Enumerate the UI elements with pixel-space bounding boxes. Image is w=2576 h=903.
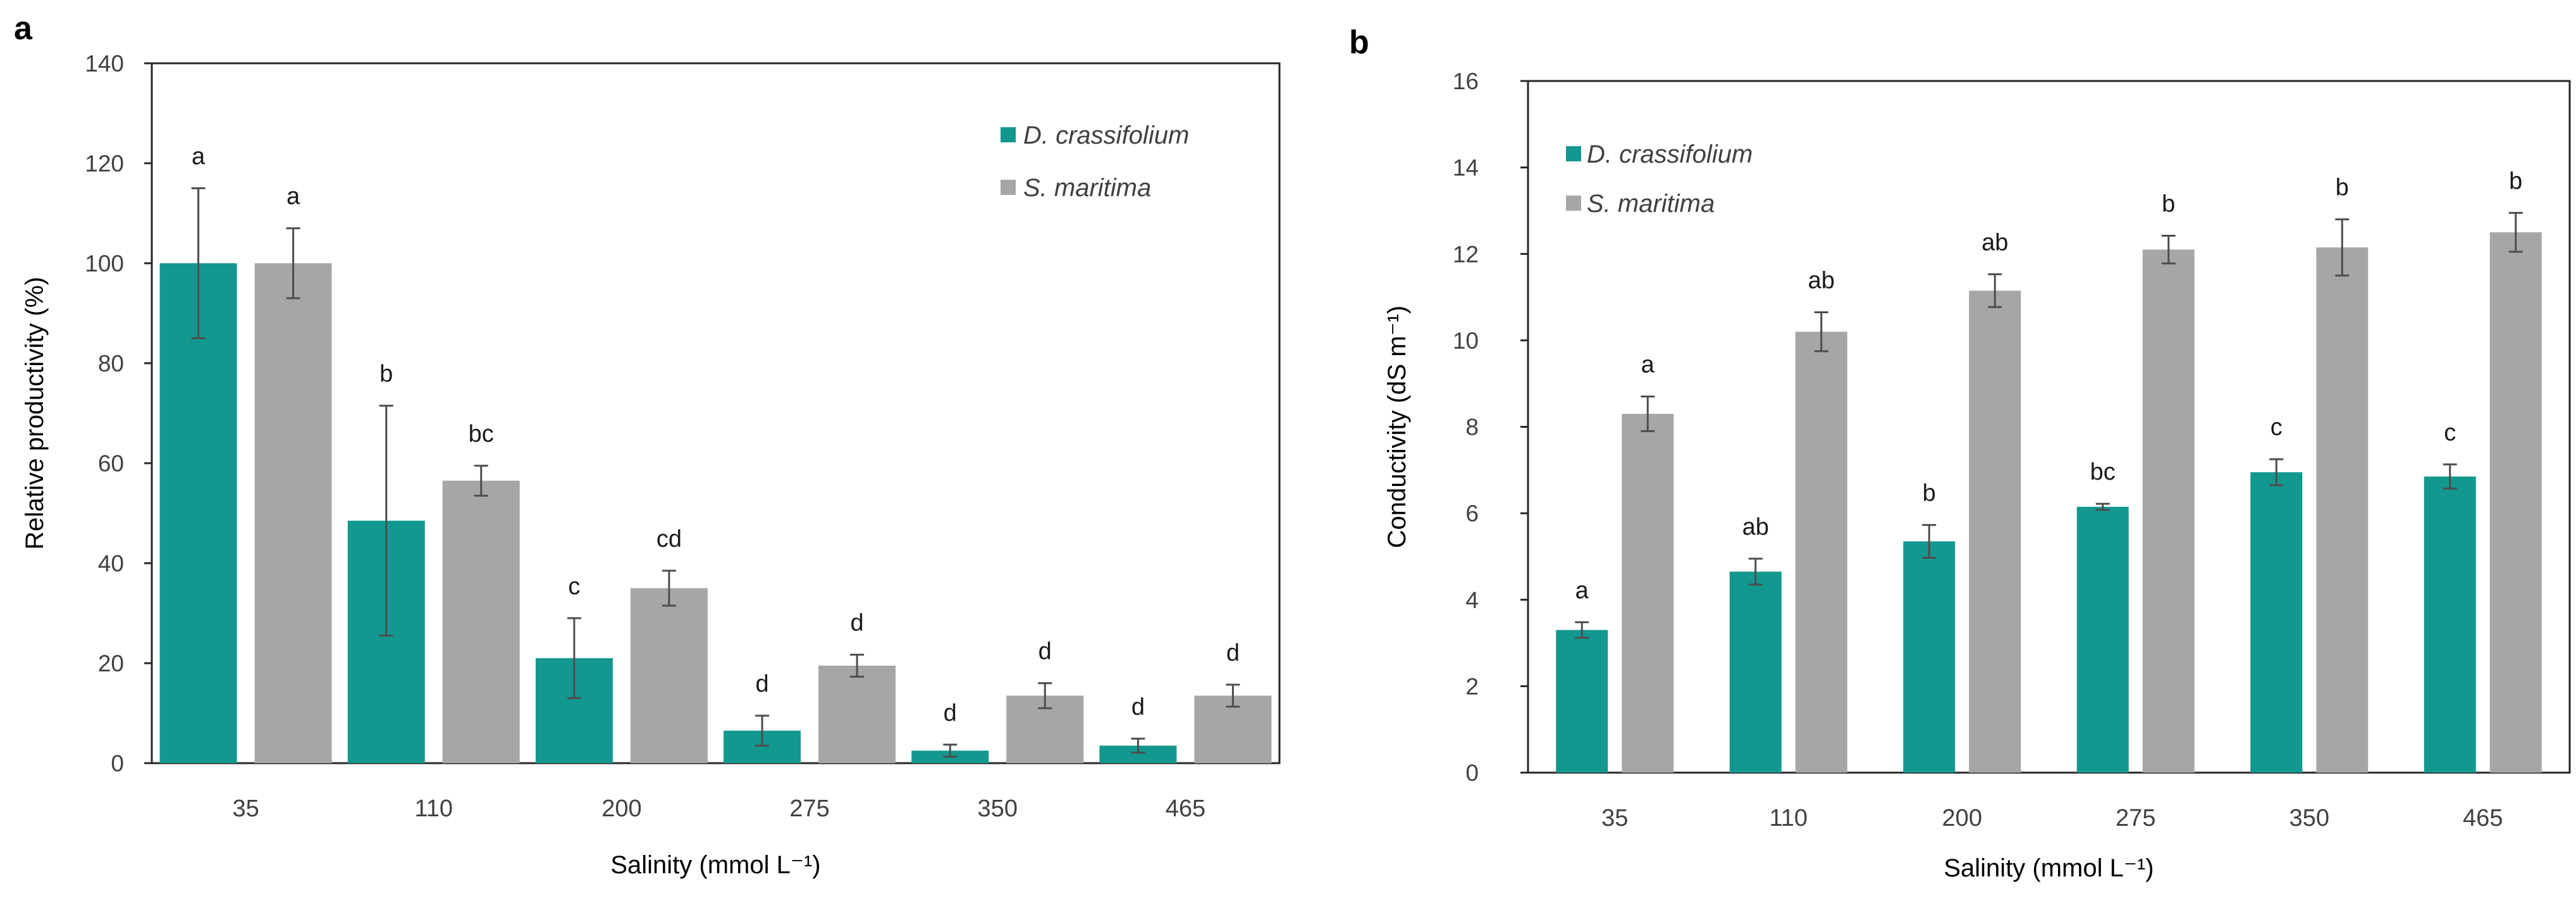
y-tick-label: 8 xyxy=(1465,414,1479,440)
significance-letter: cd xyxy=(656,526,682,552)
x-tick-label: 35 xyxy=(232,795,259,822)
x-tick-label: 110 xyxy=(414,795,453,822)
x-axis-title: Salinity (mmol L⁻¹) xyxy=(1944,854,2154,882)
y-tick-label: 12 xyxy=(1453,241,1479,267)
significance-letter: d xyxy=(851,610,864,637)
significance-letter: d xyxy=(756,671,769,697)
significance-letter: d xyxy=(944,700,957,726)
y-tick-label: 14 xyxy=(1453,155,1479,181)
bar xyxy=(1556,630,1608,773)
y-tick-label: 120 xyxy=(85,151,124,177)
significance-letter: b xyxy=(379,361,393,387)
legend-swatch xyxy=(1001,180,1016,195)
y-tick-label: 4 xyxy=(1465,587,1479,613)
bar xyxy=(1903,541,1956,773)
y-axis-title: Relative productivity (%) xyxy=(21,277,49,549)
x-tick-label: 275 xyxy=(2116,805,2155,831)
bar xyxy=(1795,332,1847,773)
significance-letter: d xyxy=(1131,694,1145,720)
plot-frame xyxy=(151,62,1281,764)
bar xyxy=(1969,290,2021,773)
significance-letter: c xyxy=(2444,420,2456,446)
x-tick-label: 200 xyxy=(601,795,641,822)
bar xyxy=(1729,571,1782,773)
significance-letter: b xyxy=(2509,168,2522,194)
significance-letter: d xyxy=(1226,640,1240,666)
significance-letter: c xyxy=(2271,414,2283,441)
bar xyxy=(2076,506,2129,773)
y-tick-label: 16 xyxy=(1453,68,1479,94)
bar xyxy=(2424,476,2476,773)
legend-label: S. maritima xyxy=(1587,190,1715,218)
significance-letter: b xyxy=(2162,191,2175,218)
chart-panel-b: b 0 2 4 6 8 10 12 14 16 35 110 200 275 350 465 Salinity … xyxy=(1349,24,2571,882)
significance-letter: bc xyxy=(2090,459,2116,485)
significance-letter: b xyxy=(2336,175,2349,201)
significance-letter: a xyxy=(1641,352,1655,378)
y-tick-label: 0 xyxy=(1465,760,1479,786)
x-tick-label: 110 xyxy=(1769,805,1808,831)
y-tick-label: 0 xyxy=(111,750,124,776)
x-tick-label: 350 xyxy=(978,795,1018,822)
x-tick-label: 350 xyxy=(2289,805,2329,831)
bar xyxy=(818,665,896,763)
significance-letter: c xyxy=(568,573,580,600)
y-tick-label: 20 xyxy=(98,651,124,676)
y-tick-label: 80 xyxy=(98,351,124,377)
y-tick-label: 6 xyxy=(1465,501,1479,526)
x-tick-label: 275 xyxy=(789,795,829,822)
panel-label: b xyxy=(1349,24,1369,61)
bar xyxy=(159,263,237,763)
significance-letter: a xyxy=(192,144,206,170)
legend-swatch xyxy=(1566,196,1581,211)
bar xyxy=(2316,247,2369,773)
bar xyxy=(1622,414,1674,773)
x-tick-label: 465 xyxy=(2463,805,2503,831)
significance-letter: ab xyxy=(1808,267,1835,294)
significance-letter: a xyxy=(1575,577,1589,604)
bar xyxy=(630,588,708,763)
y-tick-label: 40 xyxy=(98,551,124,576)
bar xyxy=(2489,232,2542,773)
significance-letter: b xyxy=(1923,480,1936,507)
x-tick-label: 35 xyxy=(1601,805,1628,831)
y-tick-label: 10 xyxy=(1453,328,1479,354)
significance-letter: bc xyxy=(469,421,494,447)
panel-label: a xyxy=(14,10,33,47)
y-axis-title: Conductivity (dS m⁻¹) xyxy=(1383,306,1411,548)
bar xyxy=(2142,249,2195,773)
x-tick-label: 200 xyxy=(1942,805,1982,831)
significance-letter: ab xyxy=(1742,514,1769,540)
bar xyxy=(254,263,332,763)
y-tick-label: 140 xyxy=(85,51,124,77)
significance-letter: a xyxy=(287,184,300,210)
y-tick-label: 60 xyxy=(98,451,124,476)
legend-label: D. crassifolium xyxy=(1587,140,1753,168)
y-tick-label: 100 xyxy=(85,251,124,277)
x-axis-title: Salinity (mmol L⁻¹) xyxy=(610,851,820,879)
legend-label: S. maritima xyxy=(1023,174,1151,202)
plot-frame xyxy=(1527,80,2571,774)
x-tick-label: 465 xyxy=(1166,795,1205,822)
legend-swatch xyxy=(1001,127,1016,142)
legend-swatch xyxy=(1566,146,1581,161)
bar xyxy=(442,480,520,763)
significance-letter: d xyxy=(1038,638,1052,665)
significance-letter: ab xyxy=(1981,229,2008,256)
y-tick-label: 2 xyxy=(1465,673,1479,699)
chart-panel-a: a 0 20 40 60 80 100 120 140 35 110 200 275 350 465 Sali… xyxy=(14,10,1281,879)
bar xyxy=(2250,472,2303,773)
legend-label: D. crassifolium xyxy=(1023,121,1189,149)
